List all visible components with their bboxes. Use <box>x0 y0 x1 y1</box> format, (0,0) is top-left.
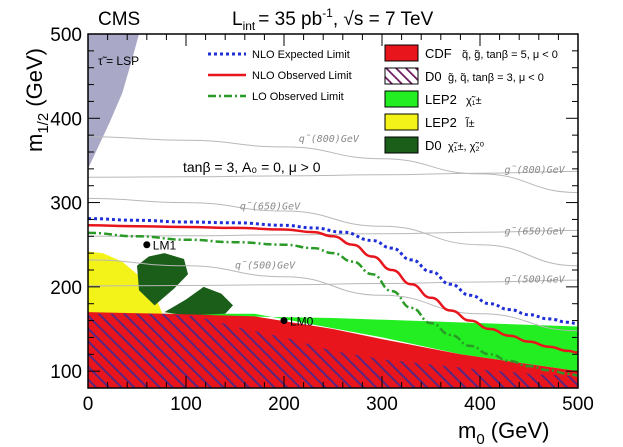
squark-contour-label-0: q̃(500)GeV <box>235 259 296 271</box>
legend-swatch-cdf <box>384 44 419 62</box>
legend-detail-lep2-slepton: l̃± <box>465 117 475 130</box>
d0-chargino-neutralino-region-upper <box>137 253 188 306</box>
legend-swatch-d0 <box>384 67 419 85</box>
legend-detail-d0: g̃, q̃, tanβ = 3, μ < 0 <box>448 72 544 84</box>
legend-swatch-lep2-slepton <box>384 113 419 131</box>
x-tick-label: 100 <box>170 394 202 415</box>
experiment-label: CMS <box>98 9 140 30</box>
legend-detail-lep2-chargino: χ̃₁± <box>466 95 482 107</box>
x-tick-label: 500 <box>562 394 594 415</box>
benchmark-point-lm1 <box>143 241 151 249</box>
contour-labels: q̃(500)GeV q̃(650)GeV q̃(800)GeV g̃(500)GeV… <box>235 133 566 286</box>
x-axis-subscript: 0 <box>476 431 484 447</box>
gluino-contour-2 <box>88 170 578 178</box>
x-tick-label: 400 <box>464 394 496 415</box>
legend-label-d0: D0 <box>425 69 442 84</box>
stau-lsp-label: τ̃ = LSP <box>98 54 139 68</box>
plot-frame <box>87 33 579 389</box>
y-tick-label: 500 <box>50 25 82 46</box>
lumi-value: = 35 pb <box>258 9 322 30</box>
x-tick-label: 300 <box>366 394 398 415</box>
y-tick-label: 400 <box>50 109 82 130</box>
parameter-annotation: tanβ = 3, A₀ = 0, μ > 0 <box>183 159 321 175</box>
lumi-exponent: -1 <box>322 6 333 20</box>
legend-label-expected: NLO Expected Limit <box>252 49 350 61</box>
lumi-symbol: L <box>232 9 243 30</box>
stau-lsp-region <box>88 34 139 169</box>
benchmark-points: LM1 LM0 <box>143 239 314 329</box>
squark-contour-1 <box>88 197 578 267</box>
limit-curve-0 <box>88 217 578 326</box>
d0-hatched-region <box>88 313 578 388</box>
y-axis-title: m1/2 (GeV) <box>22 48 52 152</box>
legend-detail-d0-chargino: χ̃₁±, χ̃₂⁰ <box>448 141 485 153</box>
x-axis-unit: (GeV) <box>485 418 550 443</box>
legend-label-observed: NLO Observed Limit <box>252 70 352 82</box>
legend-label-lo: LO Observed Limit <box>252 91 344 103</box>
benchmark-label-lm0: LM0 <box>290 315 314 329</box>
d0-chargino-neutralino-region-lower <box>164 286 233 316</box>
y-tick-label: 200 <box>50 278 82 299</box>
legend-regions: CDF q̃, g̃, tanβ = 5, μ < 0 D0 g̃, q̃, t… <box>384 44 558 154</box>
limit-curve-2 <box>88 231 578 377</box>
y-axis-symbol: m <box>22 134 47 152</box>
luminosity-label: Lint = 35 pb-1, √s = 7 TeV <box>232 6 434 33</box>
lumi-subscript: int <box>243 19 256 33</box>
squark-contour-label-1: q̃(650)GeV <box>240 200 301 212</box>
gluino-contour-label-0: g̃(500)GeV <box>505 274 566 286</box>
limit-curve-1 <box>88 224 578 354</box>
legend-lines: NLO Expected Limit NLO Observed Limit LO… <box>208 49 352 103</box>
y-tick-label: 300 <box>50 194 82 215</box>
mass-contours <box>88 136 578 332</box>
legend-label-cdf: CDF <box>425 46 452 61</box>
legend-label-lep2-chargino: LEP2 <box>425 92 457 107</box>
limit-curves <box>88 217 578 377</box>
legend-label-d0-chargino: D0 <box>425 138 442 153</box>
lep2-slepton-region <box>88 251 163 314</box>
squark-contour-0 <box>88 259 578 332</box>
y-axis-unit: (GeV) <box>22 48 47 113</box>
axis-ticks <box>87 33 579 389</box>
benchmark-label-lm1: LM1 <box>153 239 177 253</box>
gluino-contour-1 <box>88 229 578 237</box>
energy-label: , √s = 7 TeV <box>333 9 434 30</box>
x-tick-label: 0 <box>83 394 94 415</box>
x-axis-symbol: m <box>458 418 476 443</box>
legend-label-lep2-slepton: LEP2 <box>425 115 457 130</box>
lep2-chargino-region <box>88 313 578 372</box>
d0-hatched-strip <box>313 350 578 378</box>
benchmark-point-lm0 <box>280 317 288 325</box>
legend-detail-cdf: q̃, g̃, tanβ = 5, μ < 0 <box>462 49 558 61</box>
y-axis-subscript: 1/2 <box>35 113 52 134</box>
plot-area <box>88 34 578 388</box>
x-axis-title: m0 (GeV) <box>458 418 549 447</box>
y-tick-label: 100 <box>50 362 82 383</box>
legend-swatch-lep2-chargino <box>384 90 419 108</box>
legend-swatch-d0-chargino <box>384 136 419 154</box>
gluino-contour-label-2: g̃(800)GeV <box>505 164 566 176</box>
x-tick-label: 200 <box>268 394 300 415</box>
gluino-contour-0 <box>88 279 578 287</box>
squark-contour-label-2: q̃(800)GeV <box>299 133 360 145</box>
squark-contour-2 <box>88 136 578 193</box>
gluino-contour-label-1: g̃(650)GeV <box>505 226 566 238</box>
